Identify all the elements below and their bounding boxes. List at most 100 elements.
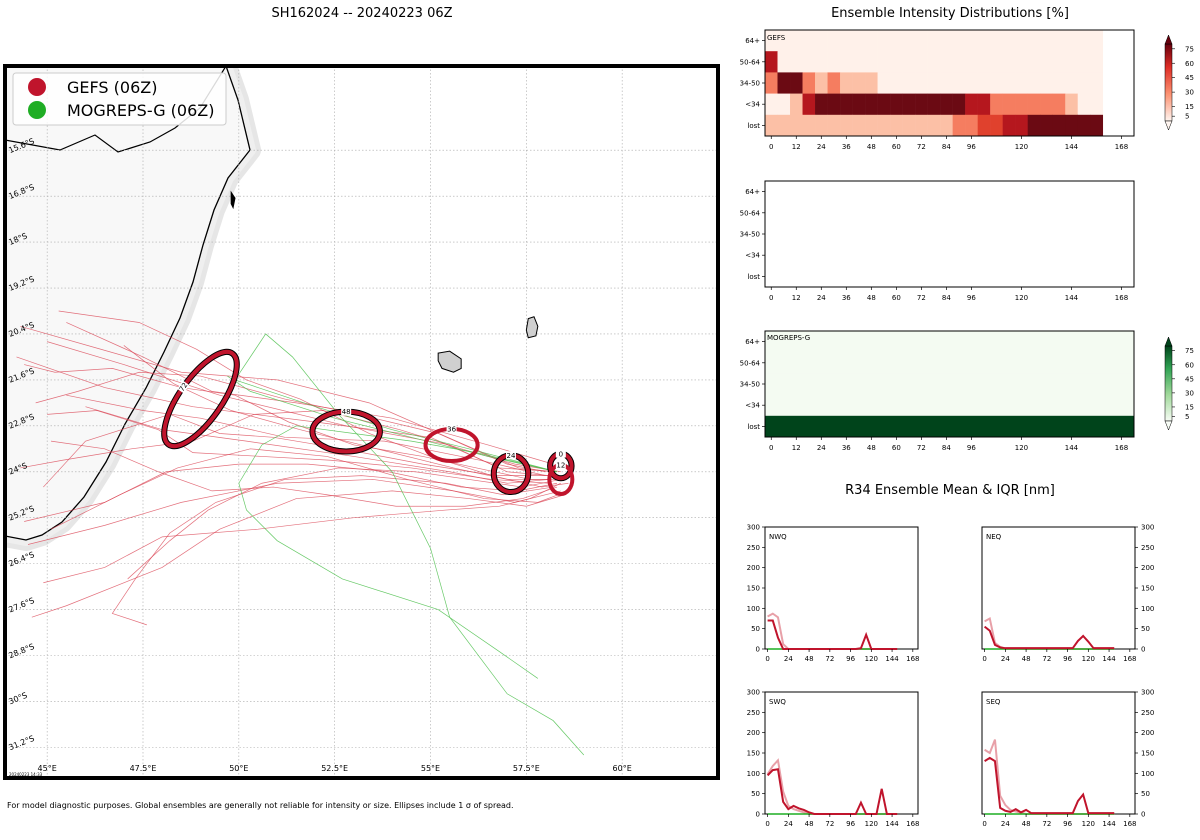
heatmap-cell bbox=[777, 114, 791, 137]
heatmap-cell bbox=[1002, 30, 1016, 52]
heatmap-cell bbox=[852, 30, 866, 52]
y-tick-label: 100 bbox=[747, 605, 760, 613]
heatmap-cell bbox=[927, 51, 941, 73]
x-tick-label: 36 bbox=[842, 143, 851, 151]
gefs-track bbox=[66, 322, 554, 465]
footnote: For model diagnostic purposes. Global en… bbox=[7, 801, 514, 810]
heatmap-cell bbox=[1027, 51, 1041, 73]
y-tick-label: <34 bbox=[745, 402, 760, 410]
heatmap-cell bbox=[990, 114, 1003, 137]
y-tick-label: 200 bbox=[747, 729, 760, 737]
ellipse-hour-24: 24 bbox=[490, 451, 532, 496]
heatmap-cell bbox=[977, 72, 991, 94]
heatmap-cell bbox=[877, 72, 891, 94]
ellipse-label-bg bbox=[506, 451, 516, 460]
x-tick-label: 48 bbox=[867, 294, 876, 302]
heatmap-cell bbox=[890, 72, 903, 94]
heatmap-cell bbox=[1002, 93, 1016, 116]
mogreps-panel-label: MOGREPS-G bbox=[767, 334, 810, 342]
x-tick-label: 168 bbox=[1115, 444, 1128, 452]
r34-frame bbox=[764, 526, 919, 650]
heatmap-cell bbox=[877, 114, 891, 137]
lon-tick-label: 50°E bbox=[229, 764, 248, 773]
heatmap-cell bbox=[865, 72, 878, 94]
heatmap-cell bbox=[877, 51, 891, 73]
y-tick-label: 0 bbox=[1141, 811, 1145, 819]
heatmap-cell bbox=[877, 30, 891, 52]
ellipse-hour-72: 72 bbox=[161, 348, 240, 450]
heatmap-cell bbox=[977, 30, 991, 52]
x-tick-label: 96 bbox=[1063, 655, 1072, 663]
ellipse-hour-12: 12 bbox=[547, 460, 575, 496]
gefs-track bbox=[50, 440, 558, 507]
x-tick-label: 72 bbox=[1042, 820, 1051, 828]
x-tick-label: 60 bbox=[892, 294, 901, 302]
heatmap-cell bbox=[915, 93, 928, 116]
r34-panel-label: NEQ bbox=[986, 533, 1002, 541]
heatmap-cell bbox=[1052, 93, 1066, 116]
empty-axes: 0 12 24 36 48 60 72 84 96 120 144 168 64+ 50-64 34-50 <… bbox=[740, 188, 1129, 302]
heatmap-cell bbox=[777, 93, 791, 116]
heatmap-cell bbox=[902, 114, 916, 137]
heatmap-cell bbox=[790, 72, 803, 94]
heatmap-cell bbox=[765, 72, 778, 94]
track-map: 0 12 24 36 48 72 45°E 47.5°E 50°E 52.5°E 55°E 57.5… bbox=[3, 64, 720, 780]
colorbar-tick-label: 45 bbox=[1185, 74, 1194, 82]
heatmap-cell bbox=[940, 51, 953, 73]
heatmap-cell bbox=[952, 30, 966, 52]
x-tick-label: 0 bbox=[982, 655, 986, 663]
y-tick-label: 200 bbox=[747, 564, 760, 572]
x-tick-label: 72 bbox=[917, 294, 926, 302]
gefs-track bbox=[127, 467, 561, 580]
y-tick-label: 150 bbox=[1141, 585, 1154, 593]
heatmap-cell bbox=[827, 114, 841, 137]
x-tick-label: 48 bbox=[1022, 820, 1031, 828]
colorbar-tick-label: 75 bbox=[1185, 45, 1194, 53]
heatmap-cell bbox=[965, 51, 978, 73]
heatmap-cell bbox=[1077, 72, 1091, 94]
x-tick-label: 72 bbox=[825, 655, 834, 663]
y-tick-label: 250 bbox=[1141, 544, 1154, 552]
x-tick-label: 144 bbox=[1102, 655, 1116, 663]
y-tick-label: 300 bbox=[1141, 689, 1154, 697]
y-tick-label: lost bbox=[747, 122, 760, 130]
heatmap-cell bbox=[1052, 30, 1066, 52]
heatmap-cell bbox=[890, 93, 903, 116]
heatmap-cell bbox=[990, 30, 1003, 52]
heatmap-cell bbox=[1002, 114, 1016, 137]
y-tick-label: 100 bbox=[1141, 605, 1154, 613]
colorbar-tick-label: 30 bbox=[1185, 89, 1194, 97]
r34-panel-seq: SEQ 0 24 48 72 96 120 144 168 0 50 100 150 200 250 300 bbox=[981, 689, 1154, 828]
ellipse-label-bg bbox=[555, 449, 566, 458]
x-tick-label: 24 bbox=[817, 294, 826, 302]
heatmap-cell bbox=[802, 72, 816, 94]
x-tick-label: 144 bbox=[1102, 820, 1116, 828]
heatmap-cell bbox=[852, 93, 866, 116]
y-tick-label: 250 bbox=[1141, 709, 1154, 717]
x-tick-label: 96 bbox=[1063, 820, 1072, 828]
gefs-iqr-line bbox=[766, 758, 898, 815]
intensity-title: Ensemble Intensity Distributions [%] bbox=[831, 6, 1069, 21]
heatmap-cell bbox=[802, 114, 816, 137]
x-tick-label: 120 bbox=[1015, 294, 1028, 302]
gefs-axes: 0 12 24 36 48 60 72 84 96 120 144 168 64+ 50-64 34-50 <… bbox=[740, 37, 1129, 151]
heatmap-cell bbox=[1040, 51, 1053, 73]
x-tick-label: 120 bbox=[865, 655, 878, 663]
y-tick-label: 300 bbox=[747, 689, 760, 697]
heatmap-cell bbox=[827, 51, 841, 73]
colorbar-tick-label: 45 bbox=[1185, 375, 1194, 383]
lon-tick-label: 47.5°E bbox=[130, 764, 157, 773]
heatmap-cell bbox=[902, 72, 916, 94]
heatmap-cell bbox=[1065, 114, 1079, 137]
heatmap-cell bbox=[965, 93, 978, 116]
heatmap-cell bbox=[927, 30, 941, 52]
x-tick-label: 144 bbox=[885, 820, 899, 828]
y-tick-label: 150 bbox=[747, 750, 760, 758]
heatmap-cell bbox=[1052, 72, 1066, 94]
empty-intensity-panel: 0 12 24 36 48 60 72 84 96 120 144 168 64+ 50-64 34-50 <… bbox=[740, 180, 1135, 302]
y-tick-label: 100 bbox=[1141, 770, 1154, 778]
colorbar-tick-label: 75 bbox=[1185, 347, 1194, 355]
x-tick-label: 0 bbox=[765, 820, 769, 828]
mogreps-colorbar: 5 15 30 45 60 75 bbox=[1164, 336, 1194, 431]
